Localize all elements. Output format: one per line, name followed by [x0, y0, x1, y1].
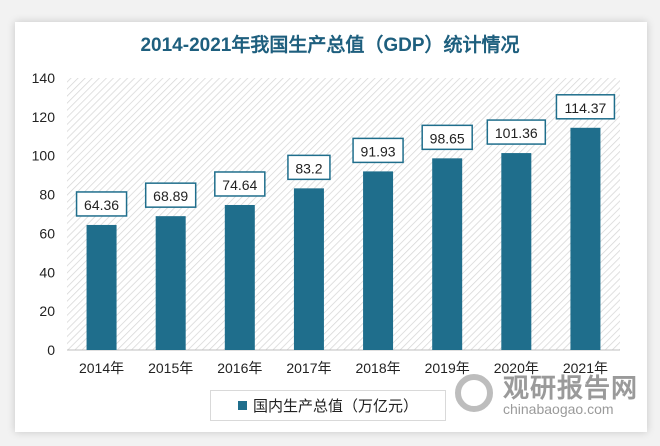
data-label-box: [352, 137, 404, 164]
y-tick-label: 80: [39, 187, 55, 203]
y-tick-label: 40: [39, 264, 55, 280]
bar: [363, 171, 394, 350]
bar: [570, 127, 601, 350]
bar: [293, 188, 324, 350]
x-tick-label: 2014年: [79, 360, 124, 376]
x-tick-label: 2017年: [286, 360, 331, 376]
watermark-en: chinabaogao.com: [503, 401, 614, 417]
data-label: 114.37: [565, 100, 607, 116]
data-label-box: [421, 124, 473, 151]
watermark-logo-icon: [455, 374, 493, 412]
legend: 国内生产总值（万亿元）: [210, 390, 446, 421]
data-label-box: [555, 94, 616, 120]
x-tick-label: 2020年: [494, 360, 539, 376]
data-label-box: [214, 171, 266, 197]
x-tick-label: 2018年: [355, 360, 400, 376]
bar: [501, 153, 532, 350]
data-label-box: [287, 154, 331, 181]
data-label-box: [486, 119, 547, 145]
x-tick-label: 2021年: [563, 360, 608, 376]
data-label: 83.2: [295, 160, 322, 176]
bar: [155, 216, 186, 350]
chart-title: 2014-2021年我国生产总值（GDP）统计情况: [140, 35, 520, 56]
y-tick-label: 20: [39, 303, 55, 319]
watermark: 观研报告网 chinabaogao.com: [455, 368, 638, 417]
data-label: 74.64: [222, 177, 257, 193]
bar: [224, 204, 255, 350]
x-tick-label: 2019年: [425, 360, 470, 376]
y-tick-label: 120: [32, 109, 56, 125]
data-label: 101.36: [495, 125, 538, 141]
data-label: 91.93: [361, 143, 396, 159]
y-tick-label: 140: [32, 70, 56, 86]
plot-area: [67, 78, 620, 350]
data-label: 98.65: [430, 130, 465, 146]
legend-swatch: [237, 401, 247, 410]
bar: [432, 158, 463, 350]
watermark-cn: 观研报告网: [503, 373, 639, 403]
x-tick-label: 2015年: [148, 360, 193, 376]
y-tick-label: 60: [39, 225, 55, 241]
y-tick-label: 100: [32, 148, 56, 164]
data-label-box: [144, 182, 197, 208]
data-label-box: [75, 191, 128, 217]
y-tick-label: 0: [47, 342, 55, 358]
legend-label: 国内生产总值（万亿元）: [252, 398, 418, 415]
x-tick-label: 2016年: [217, 360, 262, 376]
data-label: 64.36: [84, 197, 119, 213]
bar: [86, 224, 117, 350]
data-label: 68.89: [153, 188, 188, 204]
